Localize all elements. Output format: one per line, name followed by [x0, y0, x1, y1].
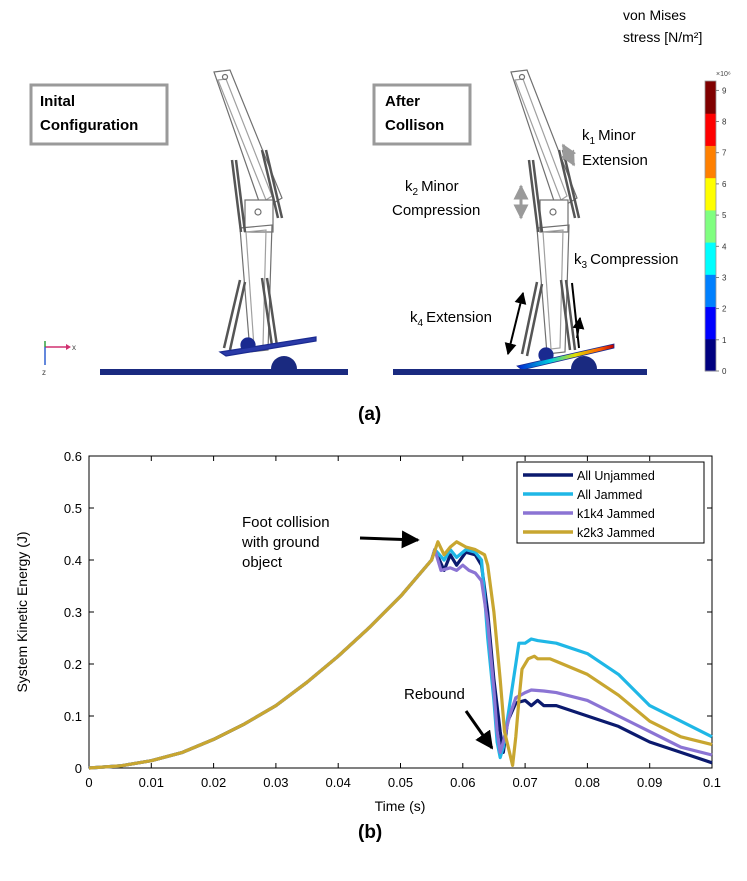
coordinate-triad: x z	[42, 341, 76, 377]
legend-entries: All Unjammed All Jammed k1k4 Jammed k2k3 Ja…	[523, 469, 655, 540]
colorbar-tick-label: 7	[722, 149, 727, 158]
colorbar-cell	[705, 274, 716, 308]
colorbar-cell	[705, 338, 716, 372]
annotation-k1: k1 Minor Extension	[560, 127, 648, 169]
colorbar-cell	[705, 242, 716, 275]
k2-subscript: 2	[413, 187, 419, 198]
colorbar-cell	[705, 177, 716, 211]
x-tick-label: 0	[85, 775, 92, 790]
collision-line1: Foot collision	[242, 514, 330, 531]
colorbar-cell	[705, 209, 716, 243]
y-tick-label: 0.6	[64, 449, 82, 464]
y-tick-label: 0.5	[64, 501, 82, 516]
legend-entry-label: All Unjammed	[577, 469, 655, 483]
series-line-k2k3-jammed	[88, 540, 713, 770]
initial-box-line2: Configuration	[40, 117, 138, 134]
panel-b-chart: 0 0.01 0.02 0.03 0.04 0.05 0.06 0.07 0.08 0.09 0.1…	[14, 449, 721, 843]
x-axis-label: Time (s)	[375, 798, 426, 814]
leg-initial-drawing	[213, 69, 317, 357]
colorbar-cell	[705, 81, 716, 114]
x-tick-label: 0.07	[512, 775, 537, 790]
colorbar-ticks: 0 1 2 3 4 5 6 7 8 9	[716, 86, 727, 376]
k2-text: Minor	[421, 178, 459, 195]
legend-entry-label: All Jammed	[577, 488, 642, 502]
x-tick-label: 0.02	[201, 775, 226, 790]
legend: All Unjammed All Jammed k1k4 Jammed k2k3 Ja…	[516, 461, 705, 544]
x-tick-label: 0.01	[139, 775, 164, 790]
y-axis-label: System Kinetic Energy (J)	[14, 531, 30, 692]
colorbar-cell	[705, 145, 716, 179]
colorbar-cells	[705, 81, 716, 372]
colorbar-cell	[705, 113, 716, 146]
k1-subscript: 1	[590, 136, 596, 147]
y-tick-label: 0.2	[64, 657, 82, 672]
x-tick-label: 0.05	[388, 775, 413, 790]
annotation-k2: k2 Minor Compression	[392, 178, 529, 220]
x-tick-label: 0.1	[703, 775, 721, 790]
panel-b-label: (b)	[358, 822, 382, 843]
colorbar-tick-label: 1	[722, 336, 727, 345]
colorbar-tick-label: 0	[722, 367, 727, 376]
ground-after	[393, 356, 647, 375]
annotation-k4: k4 Extension	[410, 291, 527, 356]
y-tick-label: 0	[75, 761, 82, 776]
triad-z-label: z	[42, 368, 46, 377]
k1-text: Minor	[598, 127, 636, 144]
rebound-label: Rebound	[404, 686, 465, 703]
y-tick-label: 0.3	[64, 605, 82, 620]
colorbar-tick-label: 6	[722, 180, 727, 189]
x-tick-label: 0.06	[450, 775, 475, 790]
x-tick-label: 0.08	[575, 775, 600, 790]
colorbar-title-line2: stress [N/m²]	[623, 29, 702, 45]
after-box-line2: Collison	[385, 117, 444, 134]
after-box-line1: After	[385, 93, 420, 110]
x-axis-ticks: 0 0.01 0.02 0.03 0.04 0.05 0.06 0.07 0.08 0.09 0.1	[85, 456, 721, 790]
k1-text2: Extension	[582, 152, 648, 169]
stress-colorbar: von Mises stress [N/m²] ×10⁶ 0 1 2 3 4 5 6 7 8 9	[623, 7, 731, 376]
panel-a: Inital Configuration After Collison	[29, 7, 731, 425]
ground-initial	[100, 356, 348, 375]
annotation-k3: k3 Compression	[571, 251, 678, 349]
series-lines	[88, 540, 713, 770]
colorbar-multiplier: ×10⁶	[716, 71, 731, 78]
collision-line2: with ground	[241, 534, 320, 551]
x-tick-label: 0.09	[637, 775, 662, 790]
colorbar-tick-label: 8	[722, 118, 727, 127]
y-tick-label: 0.1	[64, 709, 82, 724]
collision-annotation: Foot collision with ground object	[241, 514, 420, 571]
leg-after-drawing	[510, 69, 615, 371]
colorbar-tick-label: 5	[722, 211, 727, 220]
k4-text: Extension	[426, 309, 492, 326]
initial-box-line1: Inital	[40, 93, 75, 110]
colorbar-tick-label: 2	[722, 305, 727, 314]
colorbar-tick-label: 9	[722, 86, 727, 95]
x-tick-label: 0.03	[263, 775, 288, 790]
colorbar-tick-label: 4	[722, 242, 727, 251]
y-axis-ticks: 0 0.1 0.2 0.3 0.4 0.5 0.6	[64, 449, 712, 776]
legend-entry-label: k2k3 Jammed	[577, 526, 655, 540]
after-collision-box: After Collison	[372, 83, 472, 146]
initial-configuration-box: Inital Configuration	[29, 83, 169, 146]
collision-line3: object	[242, 554, 283, 571]
legend-entry-label: k1k4 Jammed	[577, 507, 655, 521]
k2-text2: Compression	[392, 202, 480, 219]
x-tick-label: 0.04	[326, 775, 351, 790]
rebound-annotation: Rebound	[404, 686, 494, 750]
colorbar-tick-label: 3	[722, 273, 727, 282]
panel-a-label: (a)	[358, 404, 381, 425]
triad-x-label: x	[72, 343, 76, 352]
colorbar-cell	[705, 306, 716, 340]
k3-subscript: 3	[582, 260, 588, 271]
colorbar-title-line1: von Mises	[623, 7, 686, 23]
k3-text: Compression	[590, 251, 678, 268]
k4-subscript: 4	[418, 318, 424, 329]
y-tick-label: 0.4	[64, 553, 82, 568]
